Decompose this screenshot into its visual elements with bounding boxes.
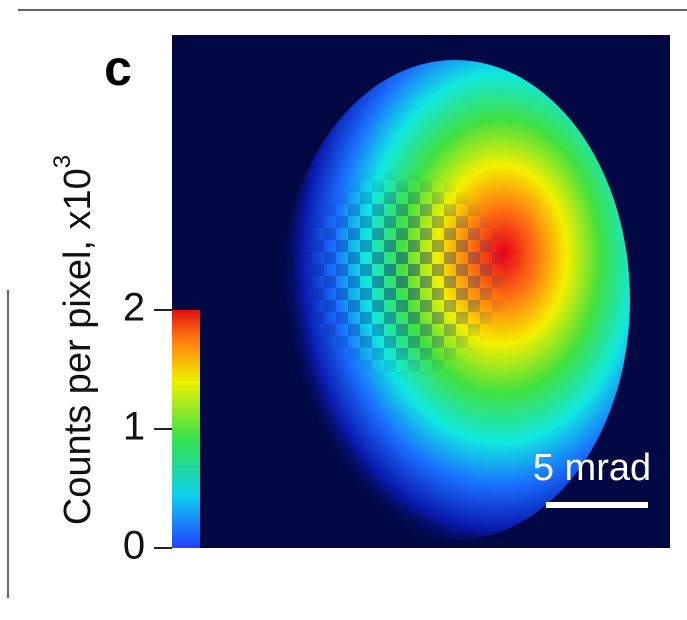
colorbar-label-text: Counts per pixel, x10 xyxy=(57,168,99,525)
colorbar-axis: 0 1 2 xyxy=(123,286,172,568)
heatmap-image xyxy=(172,35,670,548)
tick-label: 0 xyxy=(123,524,145,568)
colorbar-label: Counts per pixel, x103 xyxy=(49,155,99,525)
panel-label: c xyxy=(104,40,132,96)
tick-label: 2 xyxy=(123,286,145,330)
colorbar-label-exponent: 3 xyxy=(49,155,76,168)
colorbar xyxy=(172,310,200,548)
tick-label: 1 xyxy=(123,405,145,449)
scale-bar-label: 5 mrad xyxy=(533,447,651,489)
